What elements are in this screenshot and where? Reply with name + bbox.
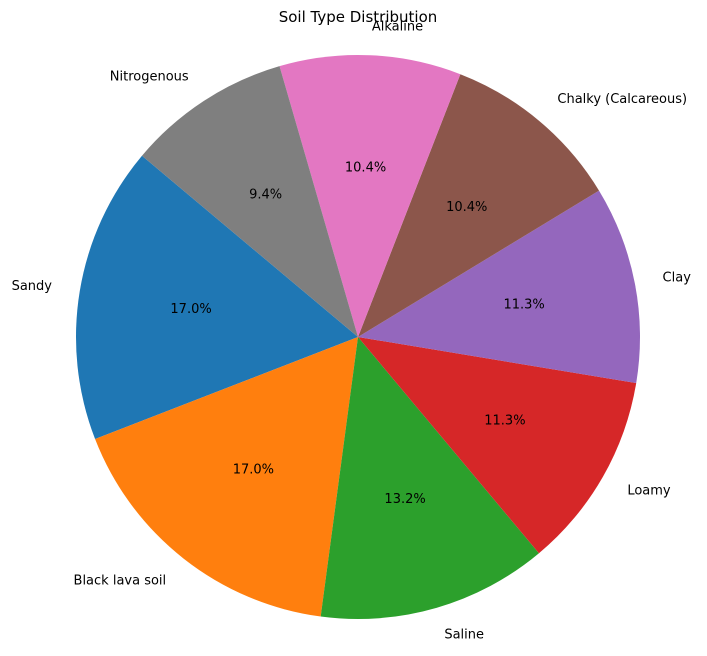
percent-labels-layer: 17.0% 17.0% 13.2% 11.3% 11.3% 10.4% 10.4% 9.4% [170, 160, 544, 507]
slice-alkaline [279, 54, 461, 338]
percent-label-clay: 11.3% [503, 297, 544, 312]
percent-label-nitrogenous: 9.4% [249, 188, 282, 203]
percent-label-chalky-calcareous: 10.4% [446, 200, 487, 215]
percent-label-black-lava-soil: 17.0% [233, 462, 274, 477]
slice-sandy [75, 155, 358, 439]
slice-saline [320, 337, 539, 619]
category-label-saline: Saline [444, 627, 484, 642]
slice-loamy [358, 337, 637, 554]
category-label-clay: Clay [663, 271, 692, 286]
category-label-alkaline: Alkaline [372, 20, 423, 35]
category-label-loamy: Loamy [627, 483, 671, 498]
slice-nitrogenous [141, 66, 358, 337]
slices-layer [75, 54, 640, 619]
category-label-sandy: Sandy [12, 279, 53, 294]
percent-label-sandy: 17.0% [170, 302, 211, 317]
slice-chalky-calcareous [358, 74, 600, 337]
percent-label-saline: 13.2% [384, 492, 425, 507]
category-label-nitrogenous: Nitrogenous [110, 70, 189, 85]
category-labels-layer: Sandy Black lava soil Saline Loamy Clay Chalk… [12, 20, 692, 643]
slice-black-lava-soil [95, 337, 358, 617]
chart-title: Soil Type Distribution [279, 8, 438, 26]
percent-label-loamy: 11.3% [484, 413, 525, 428]
percent-label-alkaline: 10.4% [345, 160, 386, 175]
slice-clay [358, 190, 640, 384]
category-label-chalky-calcareous: Chalky (Calcareous) [557, 92, 687, 107]
category-label-black-lava-soil: Black lava soil [74, 573, 167, 588]
